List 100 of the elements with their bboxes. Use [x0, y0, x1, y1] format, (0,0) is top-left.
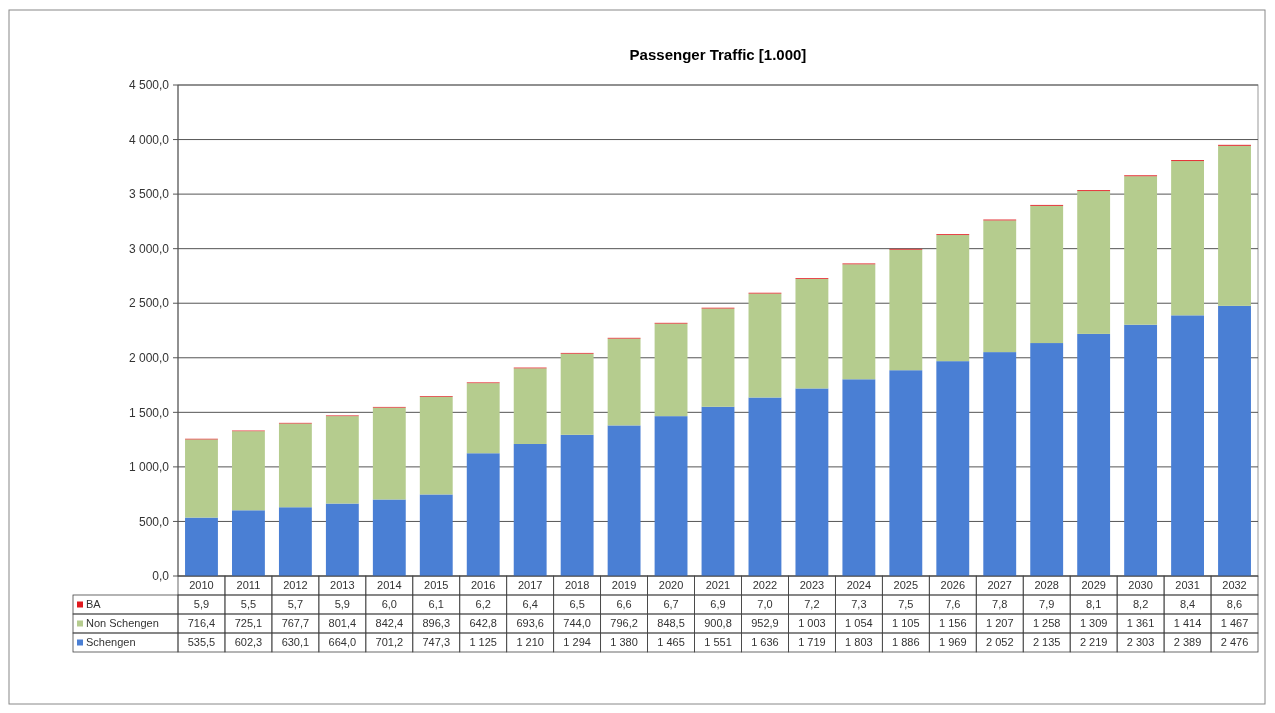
- bar: [701, 308, 735, 407]
- data-label: 6,4: [522, 598, 538, 611]
- data-label: 1 258: [1032, 617, 1061, 630]
- y-tick-label: 2 500,0: [128, 296, 170, 311]
- x-tick-label: 2017: [517, 579, 543, 592]
- y-tick-label: 1 000,0: [128, 460, 170, 475]
- data-label: 6,9: [710, 598, 726, 611]
- data-label: 1 210: [516, 636, 544, 649]
- y-tick-label: 4 000,0: [128, 132, 170, 147]
- x-tick-label: 2015: [424, 579, 449, 592]
- data-label: 8,2: [1132, 598, 1149, 611]
- data-label: 5,9: [193, 598, 210, 611]
- data-label: 952,9: [751, 617, 779, 630]
- data-label: 1 156: [939, 617, 967, 630]
- data-label: 725,1: [234, 617, 263, 630]
- bar: [936, 361, 970, 576]
- bar: [466, 453, 500, 576]
- data-label: 1 054: [845, 617, 873, 630]
- bar: [419, 494, 453, 576]
- bar: [889, 249, 923, 371]
- bar: [325, 416, 359, 504]
- data-label: 701,2: [375, 636, 404, 649]
- data-label: 842,4: [375, 617, 404, 630]
- bar: [560, 434, 594, 576]
- legend-label: Non Schengen: [86, 617, 159, 630]
- y-tick-label: 3 500,0: [128, 187, 170, 202]
- x-tick-label: 2014: [377, 579, 402, 592]
- y-tick-label: 2 000,0: [128, 350, 170, 365]
- y-tick-label: 4 500,0: [128, 78, 170, 93]
- data-label: 6,7: [663, 598, 679, 611]
- data-label: 7,0: [757, 598, 773, 611]
- bar: [701, 406, 735, 576]
- y-tick-label: 500,0: [138, 514, 170, 529]
- bar: [1030, 343, 1064, 576]
- bar: [795, 388, 829, 576]
- data-label: 1 207: [985, 617, 1014, 630]
- data-label: 7,3: [851, 598, 867, 611]
- data-label: 1 414: [1173, 617, 1202, 630]
- data-label: 900,8: [704, 617, 732, 630]
- data-label: 1 125: [469, 636, 497, 649]
- bar: [1124, 176, 1158, 325]
- data-label: 8,6: [1226, 598, 1243, 611]
- bar: [185, 439, 218, 518]
- data-label: 7,8: [992, 598, 1008, 611]
- bar: [560, 353, 594, 435]
- data-label: 848,5: [657, 617, 685, 630]
- x-tick-label: 2026: [940, 579, 966, 592]
- data-label: 1 465: [657, 636, 685, 649]
- data-label: 5,7: [287, 598, 304, 611]
- data-label: 7,5: [898, 598, 914, 611]
- x-tick-label: 2030: [1128, 579, 1153, 592]
- data-label: 2 135: [1032, 636, 1061, 649]
- x-tick-label: 2028: [1034, 579, 1059, 592]
- x-tick-label: 2025: [893, 579, 919, 592]
- data-label: 5,9: [334, 598, 350, 611]
- data-label: 1 719: [798, 636, 826, 649]
- data-label: 801,4: [328, 617, 357, 630]
- bar: [607, 338, 641, 426]
- legend-label: BA: [86, 598, 102, 611]
- bar: [983, 220, 1017, 353]
- data-label: 7,2: [804, 598, 820, 611]
- bar: [1124, 324, 1158, 576]
- bar: [748, 397, 782, 576]
- data-label: 1 969: [939, 636, 967, 649]
- bar: [278, 423, 312, 508]
- data-label: 716,4: [187, 617, 216, 630]
- data-label: 6,6: [616, 598, 632, 611]
- data-label: 747,3: [422, 636, 451, 649]
- bar: [372, 499, 406, 576]
- x-tick-label: 2023: [799, 579, 825, 592]
- y-tick-label: 3 000,0: [128, 241, 170, 256]
- bar: [1171, 161, 1204, 316]
- bar: [983, 352, 1017, 576]
- data-label: 642,8: [469, 617, 497, 630]
- data-label: 1 105: [892, 617, 920, 630]
- x-tick-label: 2022: [752, 579, 778, 592]
- bar: [748, 293, 782, 398]
- bar: [936, 235, 970, 362]
- x-tick-label: 2024: [846, 579, 872, 592]
- data-label: 1 294: [563, 636, 591, 649]
- data-label: 602,3: [234, 636, 263, 649]
- data-label: 693,6: [516, 617, 544, 630]
- bar: [1077, 333, 1111, 576]
- x-tick-label: 2027: [987, 579, 1012, 592]
- data-label: 6,5: [569, 598, 585, 611]
- data-label: 2 389: [1173, 636, 1202, 649]
- data-label: 2 219: [1079, 636, 1108, 649]
- data-label: 2 052: [985, 636, 1014, 649]
- data-label: 6,1: [428, 598, 444, 611]
- bar: [1218, 305, 1251, 576]
- x-tick-label: 2016: [470, 579, 496, 592]
- bar: [513, 368, 547, 444]
- x-tick-label: 2019: [611, 579, 637, 592]
- bar: [372, 407, 406, 500]
- bar: [513, 443, 547, 576]
- data-label: 630,1: [281, 636, 310, 649]
- data-label: 767,7: [281, 617, 310, 630]
- bar: [654, 323, 688, 417]
- data-label: 1 309: [1079, 617, 1108, 630]
- data-label: 744,0: [563, 617, 591, 630]
